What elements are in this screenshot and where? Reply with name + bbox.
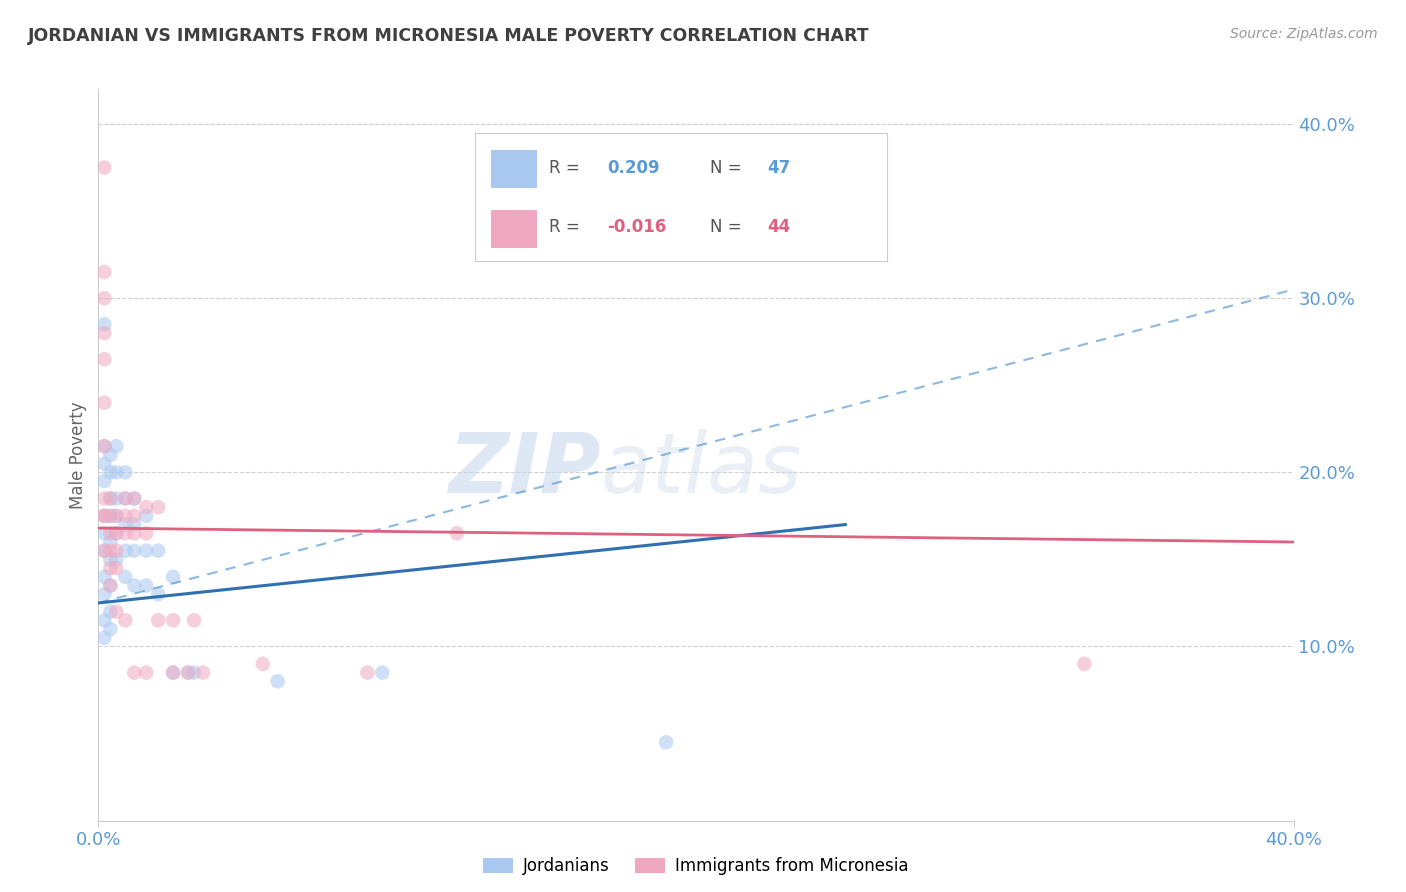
Point — [105, 552, 128, 566]
Point — [124, 491, 146, 506]
Point — [105, 466, 128, 480]
Point — [105, 491, 128, 506]
Point — [100, 466, 122, 480]
Point — [105, 605, 128, 619]
Point — [162, 613, 184, 627]
Point — [93, 439, 115, 453]
Point — [100, 543, 122, 558]
Point — [93, 291, 115, 305]
Y-axis label: Male Poverty: Male Poverty — [69, 401, 87, 508]
Point — [93, 587, 115, 601]
Point — [114, 491, 136, 506]
Point — [124, 665, 146, 680]
Point — [446, 526, 468, 541]
Point — [93, 543, 115, 558]
Point — [93, 613, 115, 627]
Point — [148, 587, 170, 601]
Text: atlas: atlas — [600, 429, 801, 510]
Point — [100, 491, 122, 506]
Point — [93, 526, 115, 541]
Point — [100, 561, 122, 575]
Point — [93, 326, 115, 340]
Point — [183, 665, 205, 680]
Point — [135, 665, 157, 680]
Point — [93, 508, 115, 523]
Point — [191, 665, 214, 680]
Point — [162, 665, 184, 680]
Point — [93, 570, 115, 584]
Point — [114, 491, 136, 506]
Point — [114, 466, 136, 480]
Point — [124, 578, 146, 592]
Point — [114, 526, 136, 541]
Point — [252, 657, 274, 671]
Point — [100, 552, 122, 566]
Point — [105, 543, 128, 558]
Point — [93, 491, 115, 506]
Point — [93, 543, 115, 558]
Point — [93, 508, 115, 523]
Point — [100, 448, 122, 462]
Point — [100, 578, 122, 592]
Point — [93, 265, 115, 279]
Point — [114, 508, 136, 523]
Point — [135, 500, 157, 515]
Point — [135, 526, 157, 541]
Point — [148, 500, 170, 515]
Point — [93, 631, 115, 645]
Point — [93, 161, 115, 175]
Point — [148, 543, 170, 558]
Point — [356, 665, 378, 680]
Point — [135, 508, 157, 523]
Point — [1073, 657, 1095, 671]
Point — [124, 526, 146, 541]
Point — [100, 535, 122, 549]
Point — [162, 570, 184, 584]
Point — [124, 508, 146, 523]
Point — [105, 439, 128, 453]
Point — [100, 622, 122, 636]
Point — [177, 665, 200, 680]
Text: Source: ZipAtlas.com: Source: ZipAtlas.com — [1230, 27, 1378, 41]
Legend: Jordanians, Immigrants from Micronesia: Jordanians, Immigrants from Micronesia — [477, 850, 915, 882]
Point — [105, 526, 128, 541]
Point — [100, 491, 122, 506]
Point — [124, 543, 146, 558]
Point — [105, 526, 128, 541]
Point — [100, 526, 122, 541]
Point — [100, 508, 122, 523]
Point — [114, 570, 136, 584]
Point — [93, 474, 115, 488]
Point — [93, 508, 115, 523]
Point — [124, 517, 146, 532]
Point — [100, 508, 122, 523]
Point — [135, 543, 157, 558]
Point — [135, 578, 157, 592]
Text: JORDANIAN VS IMMIGRANTS FROM MICRONESIA MALE POVERTY CORRELATION CHART: JORDANIAN VS IMMIGRANTS FROM MICRONESIA … — [28, 27, 870, 45]
Point — [100, 605, 122, 619]
Point — [114, 543, 136, 558]
Point — [267, 674, 290, 689]
Point — [93, 395, 115, 409]
Point — [177, 665, 200, 680]
Point — [100, 578, 122, 592]
Point — [93, 318, 115, 332]
Point — [105, 508, 128, 523]
Point — [371, 665, 394, 680]
Point — [114, 613, 136, 627]
Point — [93, 457, 115, 471]
Point — [183, 613, 205, 627]
Point — [148, 613, 170, 627]
Point — [93, 439, 115, 453]
Point — [105, 561, 128, 575]
Point — [114, 517, 136, 532]
Point — [162, 665, 184, 680]
Text: ZIP: ZIP — [447, 429, 600, 510]
Point — [93, 352, 115, 367]
Point — [105, 508, 128, 523]
Point — [655, 735, 678, 749]
Point — [124, 491, 146, 506]
